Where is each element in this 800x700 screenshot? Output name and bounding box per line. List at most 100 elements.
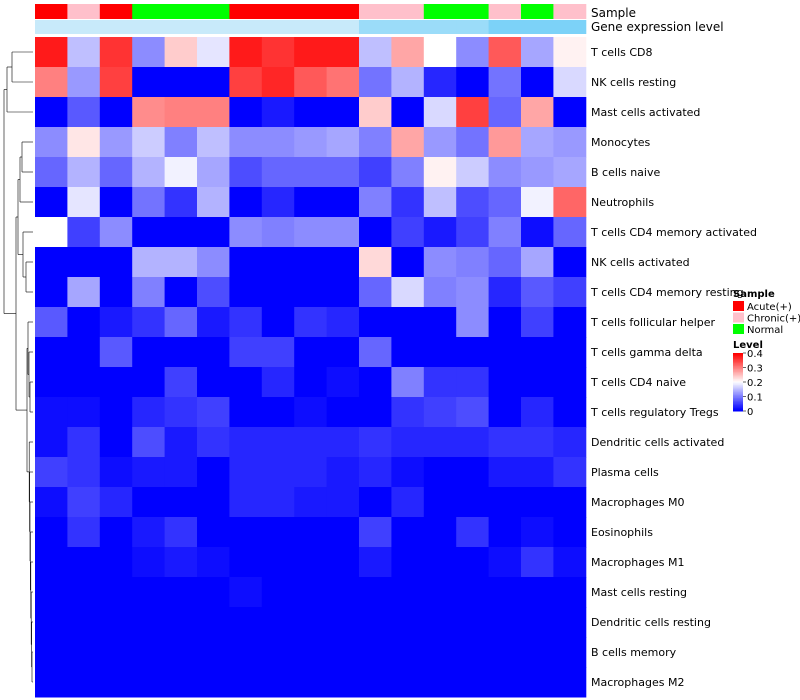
heatmap-cell [456,187,490,218]
heatmap-cell [35,457,68,488]
heatmap-cell [132,187,166,218]
heatmap-cell [261,517,295,548]
heatmap-cell [261,187,295,218]
expression-annotation-cell [99,20,133,34]
heatmap-cell [488,607,522,638]
heatmap-cell [521,637,554,668]
heatmap-cell [326,427,360,458]
heatmap-cell [391,397,425,428]
heatmap-cell [294,397,328,428]
heatmap-cell [391,487,425,518]
heatmap-cell [488,127,522,158]
heatmap-cell [132,427,166,458]
heatmap-cell [553,577,587,608]
heatmap-cell [197,157,230,188]
heatmap-cell [488,157,522,188]
annotation-labels: Sample Gene expression level [591,6,724,34]
sample-annotation-cell [132,4,166,19]
heatmap-cell [294,367,328,398]
heatmap-cell [359,307,392,338]
heatmap-cell [359,37,392,68]
heatmap-cell [359,97,392,128]
heatmap-cell [261,397,295,428]
heatmap-cell [261,547,295,578]
heatmap-cell [261,67,295,98]
heatmap-cell [164,607,198,638]
heatmap-cell [521,37,554,68]
heatmap-cell [261,577,295,608]
heatmap-cell [391,37,425,68]
row-label: T cells CD4 memory resting [590,286,744,299]
row-label: Mast cells activated [591,106,700,119]
heatmap-cell [229,487,263,518]
heatmap-cell [99,607,133,638]
sample-annotation-cell [456,4,490,19]
heatmap-cell [521,487,554,518]
level-legend-gradient [733,354,743,357]
row-label: T cells CD8 [590,46,653,59]
heatmap-cell [391,337,425,368]
expression-annotation-cell [132,20,166,34]
heatmap-cell [261,367,295,398]
heatmap-cell [164,307,198,338]
heatmap-cell [132,397,166,428]
heatmap-cell [423,667,457,698]
heatmap-cell [553,367,587,398]
heatmap-cell [35,277,68,308]
heatmap-cell [261,637,295,668]
heatmap-cell [294,187,328,218]
heatmap-cell [326,547,360,578]
heatmap-cell [294,217,328,248]
heatmap-cell [488,517,522,548]
expression-annotation-cell [553,20,587,34]
heatmap-cell [229,307,263,338]
heatmap-cell [132,607,166,638]
level-legend-gradient [733,384,743,387]
heatmap-cell [488,97,522,128]
level-legend-gradient [733,380,743,383]
heatmap-cell [67,217,101,248]
heatmap-cell [359,127,392,158]
row-label: T cells CD4 memory activated [590,226,757,239]
heatmap-cell [521,547,554,578]
expression-annotation-cell [488,20,522,34]
heatmap-cell [99,157,133,188]
heatmap-cell [359,157,392,188]
heatmap-cell [359,397,392,428]
heatmap-cell [99,67,133,98]
level-legend-gradient [733,392,743,395]
heatmap-cell [391,667,425,698]
heatmap-cell [197,607,230,638]
heatmap-cell [67,337,101,368]
level-legend-gradient [733,399,743,402]
level-legend-gradient [733,403,743,406]
heatmap-cell [391,607,425,638]
level-legend-gradient [733,383,743,386]
heatmap-cell [488,427,522,458]
expression-annotation-cell [326,20,360,34]
heatmap-cell [456,67,490,98]
heatmap-cell [132,37,166,68]
level-legend-gradient [733,376,743,379]
level-legend-tick-label: 0.4 [747,349,763,360]
heatmap-cell [553,157,587,188]
heatmap-cell [229,97,263,128]
heatmap-cell [359,427,392,458]
heatmap-cell [423,67,457,98]
heatmap-cell [99,637,133,668]
heatmap-cell [326,457,360,488]
heatmap-cell [488,247,522,278]
heatmap-cell [197,487,230,518]
heatmap-cell [456,577,490,608]
heatmap-cell [359,547,392,578]
sample-annotation-cell [294,4,328,19]
level-legend-gradient [733,396,743,399]
heatmap-cell [67,97,101,128]
heatmap-cell [326,517,360,548]
heatmap-cell [67,667,101,698]
row-label: NK cells activated [591,256,690,269]
heatmap-cell [553,667,587,698]
heatmap-cell [391,97,425,128]
expression-annotation-cell [391,20,425,34]
heatmap-cell [164,427,198,458]
